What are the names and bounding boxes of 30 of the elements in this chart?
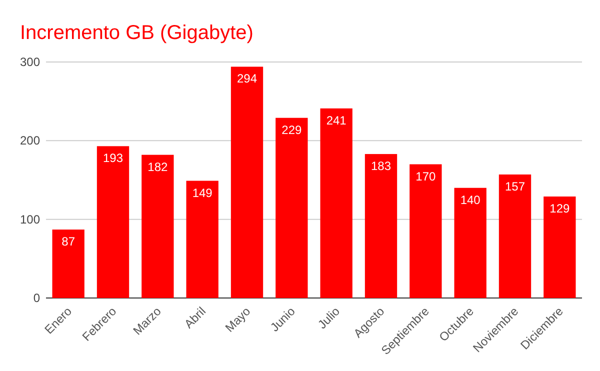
data-label: 170 [416, 169, 436, 184]
data-label: 182 [148, 160, 168, 174]
y-tick-label: 100 [20, 212, 40, 226]
chart-title: Incremento GB (Gigabyte) [20, 22, 254, 44]
bar [410, 164, 442, 298]
y-tick-label: 200 [20, 134, 40, 148]
bar [96, 146, 130, 298]
bar [276, 118, 308, 298]
data-label: 87 [62, 234, 76, 249]
bar [364, 154, 398, 298]
data-label: 229 [282, 122, 302, 137]
y-tick-label: 0 [33, 291, 40, 305]
data-label: 183 [370, 159, 392, 174]
bar [320, 108, 352, 298]
data-label: 129 [550, 202, 570, 216]
data-label: 193 [102, 151, 124, 166]
data-label: 149 [192, 186, 213, 200]
bar [454, 188, 486, 298]
data-label: 157 [504, 179, 526, 194]
bar [498, 174, 532, 298]
bar [142, 154, 174, 298]
bar [52, 230, 84, 298]
x-tick-label: Julio [315, 304, 343, 332]
data-label: 140 [460, 192, 481, 207]
bar [230, 66, 264, 298]
bar [186, 180, 218, 298]
y-tick-label: 300 [20, 55, 40, 69]
data-label: 294 [236, 72, 258, 86]
bar [544, 196, 576, 298]
data-label: 241 [326, 113, 347, 128]
